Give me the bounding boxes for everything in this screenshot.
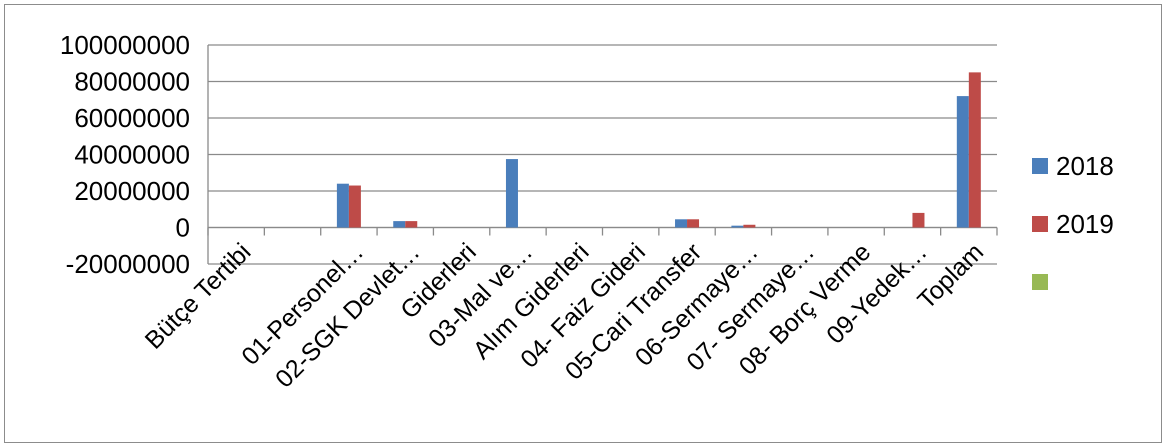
bar-2019 <box>687 219 700 228</box>
legend-label: 2018 <box>1056 151 1114 181</box>
bar-2019 <box>912 212 925 228</box>
y-tick-label: 100000000 <box>60 30 190 60</box>
bar-2018 <box>731 225 744 228</box>
bar-2019 <box>405 221 418 228</box>
bar-2019 <box>348 185 361 228</box>
legend: 2018 2019 <box>1032 151 1114 290</box>
bar-2018 <box>675 219 688 228</box>
legend-label: 2019 <box>1056 209 1114 239</box>
bar-2019 <box>968 72 981 228</box>
legend-swatch <box>1032 274 1048 290</box>
bar-2018 <box>393 221 406 228</box>
y-tick-label: 0 <box>176 213 190 243</box>
y-tick-label: 60000000 <box>74 103 190 133</box>
legend-swatch <box>1032 216 1048 232</box>
bar-2019 <box>743 224 756 228</box>
y-tick-label: -20000000 <box>66 249 190 279</box>
bars <box>336 72 981 228</box>
bar-2018 <box>956 96 969 228</box>
legend-swatch <box>1032 158 1048 174</box>
bar-2018 <box>505 159 518 228</box>
y-tick-labels: 100000000 80000000 60000000 40000000 2000000… <box>60 30 190 279</box>
y-tick-label: 20000000 <box>74 176 190 206</box>
y-tick-label: 40000000 <box>74 140 190 170</box>
y-tick-label: 80000000 <box>74 67 190 97</box>
bar-2018 <box>336 183 349 228</box>
